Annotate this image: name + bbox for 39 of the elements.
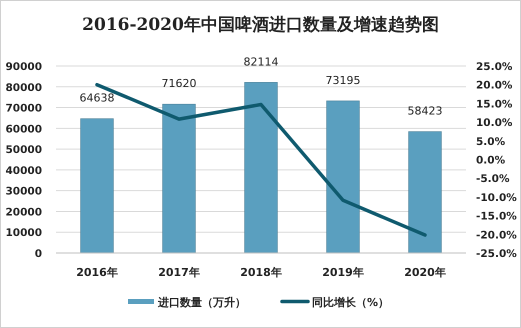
- data-label: 82114: [244, 55, 278, 68]
- y2-tick-label: 15.0%: [476, 98, 513, 110]
- y2-tick-label: 0.0%: [476, 154, 506, 166]
- y-tick-label: 80000: [5, 82, 42, 94]
- legend-label: 同比增长（%）: [312, 296, 390, 309]
- y-tick-label: 40000: [5, 164, 42, 177]
- x-tick-label: 2018年: [240, 266, 282, 279]
- data-label: 73195: [326, 74, 360, 87]
- x-tick-label: 2016年: [76, 266, 118, 279]
- bar: [162, 104, 196, 254]
- legend-label: 进口数量（万升）: [157, 296, 246, 309]
- y-tick-label: 50000: [5, 144, 42, 156]
- data-label: 64638: [80, 92, 114, 105]
- data-label: 58423: [408, 104, 442, 118]
- bar: [244, 82, 278, 254]
- y2-tick-label: -5.0%: [476, 173, 510, 186]
- data-label: 71620: [162, 77, 196, 90]
- y-tick-label: 90000: [5, 61, 42, 73]
- bar: [408, 131, 442, 254]
- y-tick-label: 10000: [5, 227, 42, 240]
- y-tick-label: 70000: [5, 102, 42, 115]
- y-tick-label: 0: [34, 248, 42, 260]
- y-tick-label: 20000: [5, 206, 42, 218]
- bar: [80, 118, 114, 254]
- y2-tick-label: 5.0%: [476, 136, 506, 148]
- x-tick-label: 2020年: [404, 266, 446, 279]
- y2-tick-label: 25.0%: [476, 61, 513, 73]
- chart-title: 2016-2020年中国啤酒进口数量及增速趋势图: [82, 15, 439, 35]
- x-tick-label: 2019年: [322, 266, 364, 279]
- y-tick-label: 60000: [5, 123, 42, 136]
- y2-tick-label: -15.0%: [476, 210, 518, 223]
- y2-tick-label: 10.0%: [476, 117, 513, 130]
- x-tick-label: 2017年: [158, 266, 200, 279]
- y2-tick-label: -10.0%: [476, 192, 518, 204]
- y2-tick-label: 20.0%: [476, 80, 513, 92]
- y-tick-label: 30000: [5, 186, 42, 198]
- bar: [326, 100, 360, 254]
- y2-tick-label: -25.0%: [476, 248, 518, 260]
- y2-tick-label: -20.0%: [476, 229, 518, 242]
